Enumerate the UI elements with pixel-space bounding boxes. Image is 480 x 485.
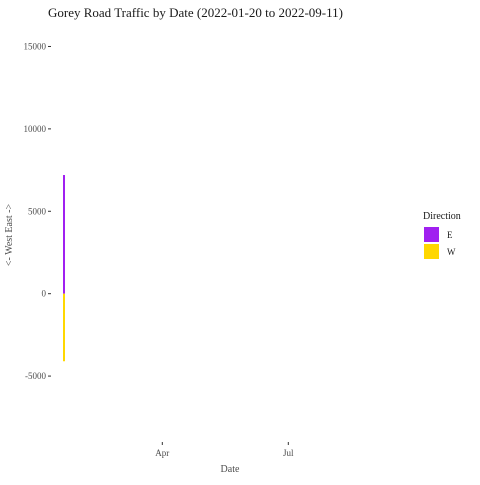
x-tick-label: Jul [283, 448, 294, 458]
legend-key-w [424, 244, 439, 259]
legend-label-e: E [447, 230, 453, 240]
legend: Direction EW [423, 211, 461, 259]
y-tick-label: 5000 [28, 206, 47, 216]
bars [63, 175, 65, 362]
y-tick-label: 10000 [24, 124, 47, 134]
y-tick-label: 0 [42, 289, 47, 299]
bar-w [63, 293, 65, 362]
y-tick-label: 15000 [24, 41, 47, 51]
legend-title: Direction [423, 211, 461, 222]
legend-key-e [424, 227, 439, 242]
y-axis: 15000 10000 5000 0 -5000 [24, 41, 51, 381]
x-axis-title: Date [221, 464, 240, 475]
bar-e [63, 175, 65, 294]
x-axis: Apr Jul [155, 442, 294, 458]
x-tick-label: Apr [155, 448, 169, 458]
chart-title: Gorey Road Traffic by Date (2022-01-20 t… [48, 5, 343, 20]
y-axis-title: <- West East -> [4, 204, 15, 267]
y-tick-label: -5000 [25, 371, 46, 381]
legend-label-w: W [447, 247, 456, 257]
